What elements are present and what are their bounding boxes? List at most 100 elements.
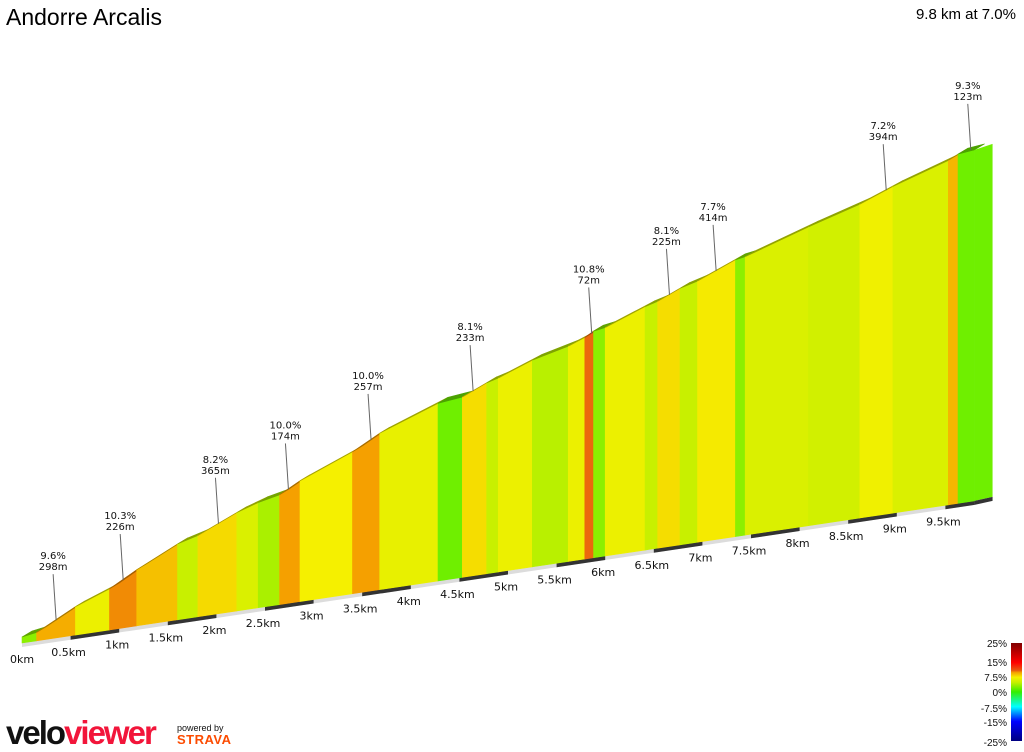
segment-front-face xyxy=(744,226,809,536)
gradient-annotations: 9.6%298m10.3%226m8.2%365m10.0%174m10.0%2… xyxy=(39,81,982,621)
baseline-km-bar xyxy=(70,628,120,640)
segment-front-face xyxy=(657,287,681,549)
segment-front-face xyxy=(257,494,280,609)
baseline-km-bar xyxy=(459,570,508,582)
gradient-annotation: 10.0%257m xyxy=(352,371,384,440)
annotation-gradient: 9.6% xyxy=(40,551,65,562)
tick-label: 6km xyxy=(591,566,615,579)
annotation-gradient: 9.3% xyxy=(955,81,980,92)
annotation-leader-line xyxy=(665,248,670,295)
gradient-annotation: 8.1%225m xyxy=(652,226,681,295)
tick-label: 5km xyxy=(494,581,518,594)
gradient-annotation: 10.0%174m xyxy=(270,420,301,490)
annotation-length: 257m xyxy=(354,382,383,393)
gradient-annotation: 9.3%123m xyxy=(953,81,982,150)
segment-front-face xyxy=(593,327,606,559)
climb-summary: 9.8 km at 7.0% xyxy=(915,6,1016,23)
gradient-segments xyxy=(21,143,993,644)
gradient-legend: 25% 15% 7.5% 0% -7.5% -15% -25% xyxy=(981,639,1022,749)
annotation-leader-line xyxy=(284,443,289,490)
tick-label: 4.5km xyxy=(440,588,475,601)
baseline-km-bar xyxy=(167,614,217,626)
gradient-segment xyxy=(36,600,86,642)
annotation-length: 226m xyxy=(106,522,135,533)
gradient-segment xyxy=(697,253,746,543)
tick-label: 7.5km xyxy=(732,544,767,557)
annotation-length: 72m xyxy=(577,275,599,286)
baseline-km-bar xyxy=(653,541,703,553)
segment-front-face xyxy=(948,153,959,506)
segment-front-face xyxy=(75,588,110,636)
tick-label: 0.5km xyxy=(51,646,86,659)
segment-front-face xyxy=(808,203,861,527)
legend-color-bar xyxy=(1011,643,1022,741)
segment-front-face xyxy=(236,502,259,612)
baseline-km-bar xyxy=(556,556,606,568)
gradient-segment xyxy=(808,197,871,527)
legend-label: 7.5% xyxy=(984,673,1007,684)
legend-label: 15% xyxy=(987,658,1007,669)
legend-label: -7.5% xyxy=(981,704,1007,715)
page-title: Andorre Arcalis xyxy=(6,4,162,30)
gradient-annotation: 7.2%394m xyxy=(869,121,898,191)
segment-front-face xyxy=(279,480,301,605)
tick-label: 2.5km xyxy=(246,617,281,630)
annotation-leader-line xyxy=(712,224,717,271)
tick-label: 7km xyxy=(688,552,712,565)
gradient-segment xyxy=(462,376,497,578)
gradient-annotation: 8.1%233m xyxy=(456,322,485,392)
gradient-segment xyxy=(136,537,188,627)
annotation-length: 174m xyxy=(271,431,300,442)
gradient-segment xyxy=(75,582,120,636)
gradient-segment xyxy=(567,331,595,562)
annotation-length: 233m xyxy=(456,333,485,344)
annotation-length: 123m xyxy=(953,92,982,103)
segment-front-face xyxy=(136,543,178,627)
annotation-gradient: 7.7% xyxy=(700,202,725,213)
annotation-length: 394m xyxy=(869,132,898,143)
gradient-annotation: 7.7%414m xyxy=(699,202,728,271)
annotation-leader-line xyxy=(214,477,219,524)
gradient-segment xyxy=(379,397,449,590)
gradient-segment xyxy=(735,250,756,537)
annotation-leader-line xyxy=(967,103,972,150)
gradient-segment xyxy=(177,529,209,621)
segment-front-face xyxy=(735,256,746,537)
gradient-annotation: 10.8%72m xyxy=(573,264,605,334)
tick-label: 3km xyxy=(300,610,324,623)
legend-label: 25% xyxy=(987,639,1007,650)
segment-front-face xyxy=(299,451,353,602)
tick-label: 3.5km xyxy=(343,602,378,615)
tick-label: 1.5km xyxy=(149,631,184,644)
segment-front-face xyxy=(486,377,499,575)
segment-front-face xyxy=(604,306,646,557)
annotation-length: 298m xyxy=(39,562,68,573)
tick-label: 2km xyxy=(202,624,226,637)
gradient-segment xyxy=(859,180,904,519)
tick-label: 8.5km xyxy=(829,530,864,543)
annotation-gradient: 10.0% xyxy=(352,371,384,382)
annotation-length: 225m xyxy=(652,237,681,248)
tick-label: 5.5km xyxy=(537,573,572,586)
legend-label: -25% xyxy=(984,738,1007,749)
powered-by-strava[interactable]: powered by STRAVA xyxy=(177,723,232,747)
legend-label: 0% xyxy=(993,688,1008,699)
veloviewer-logo[interactable]: veloviewer xyxy=(6,714,157,751)
segment-front-face xyxy=(644,300,658,551)
annotation-gradient: 7.2% xyxy=(871,121,896,132)
tick-label: 6.5km xyxy=(635,559,670,572)
segment-front-face xyxy=(177,535,199,621)
baseline-km-bar xyxy=(945,500,975,510)
segment-top-face xyxy=(957,143,985,155)
gradient-segment xyxy=(197,506,247,618)
segment-front-face xyxy=(497,359,533,573)
segment-front-face xyxy=(957,149,975,504)
segment-front-face xyxy=(584,330,594,560)
segment-front-face xyxy=(352,432,380,595)
segment-front-face xyxy=(892,159,949,514)
gradient-segment xyxy=(236,496,269,612)
profile-end-base xyxy=(974,496,993,505)
segment-front-face xyxy=(679,280,698,546)
gradient-segment xyxy=(744,220,819,536)
annotation-leader-line xyxy=(588,287,593,334)
